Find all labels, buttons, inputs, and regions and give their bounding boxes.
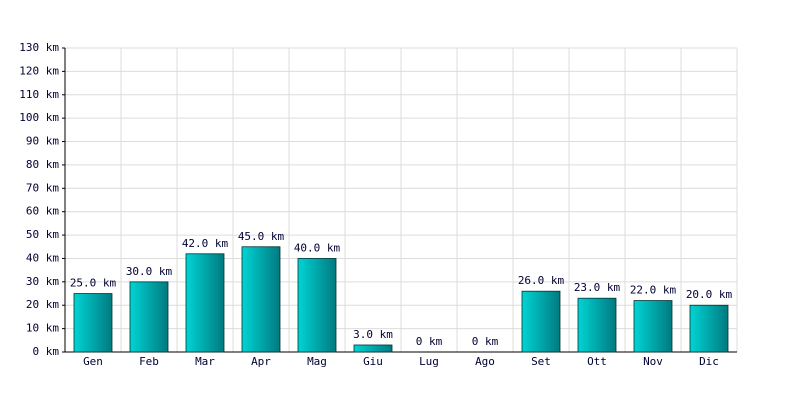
- x-tick-label: Feb: [139, 355, 159, 368]
- y-tick-label: 60 km: [26, 205, 59, 218]
- x-tick-label: Mag: [307, 355, 327, 368]
- bar: [185, 253, 225, 353]
- value-label: 25.0 km: [70, 277, 117, 290]
- value-label: 42.0 km: [182, 237, 229, 250]
- bar: [353, 344, 393, 353]
- bar: [129, 281, 169, 353]
- value-label: 22.0 km: [630, 284, 677, 297]
- y-tick-label: 130 km: [19, 41, 59, 54]
- value-label: 30.0 km: [126, 265, 173, 278]
- value-label: 20.0 km: [686, 288, 733, 301]
- x-tick-label: Mar: [195, 355, 215, 368]
- value-label: 23.0 km: [574, 281, 621, 294]
- bar: [241, 246, 281, 353]
- y-tick-label: 10 km: [26, 322, 59, 335]
- bar: [73, 293, 113, 353]
- x-tick-label: Ott: [587, 355, 607, 368]
- value-label: 0 km: [416, 335, 443, 348]
- y-tick-label: 40 km: [26, 251, 59, 264]
- y-tick-label: 0 km: [33, 345, 60, 358]
- x-tick-label: Ago: [475, 355, 495, 368]
- x-tick-label: Lug: [419, 355, 439, 368]
- y-tick-label: 70 km: [26, 181, 59, 194]
- y-tick-label: 30 km: [26, 275, 59, 288]
- bar: [521, 290, 561, 353]
- value-label: 0 km: [472, 335, 499, 348]
- y-tick-label: 20 km: [26, 298, 59, 311]
- x-tick-label: Giu: [363, 355, 383, 368]
- x-tick-label: Set: [531, 355, 551, 368]
- x-tick-label: Apr: [251, 355, 271, 368]
- value-label: 40.0 km: [294, 241, 341, 254]
- bar: [689, 304, 729, 353]
- bar: [577, 297, 617, 353]
- value-label: 45.0 km: [238, 230, 285, 243]
- y-tick-label: 110 km: [19, 88, 59, 101]
- bar: [297, 258, 337, 353]
- y-tick-label: 120 km: [19, 64, 59, 77]
- x-tick-label: Gen: [83, 355, 103, 368]
- y-tick-label: 80 km: [26, 158, 59, 171]
- value-label: 3.0 km: [353, 328, 393, 341]
- y-tick-label: 90 km: [26, 135, 59, 148]
- y-tick-label: 50 km: [26, 228, 59, 241]
- y-tick-label: 100 km: [19, 111, 59, 124]
- bar: [633, 300, 673, 353]
- value-label: 26.0 km: [518, 274, 565, 287]
- x-tick-label: Dic: [699, 355, 719, 368]
- x-tick-label: Nov: [643, 355, 663, 368]
